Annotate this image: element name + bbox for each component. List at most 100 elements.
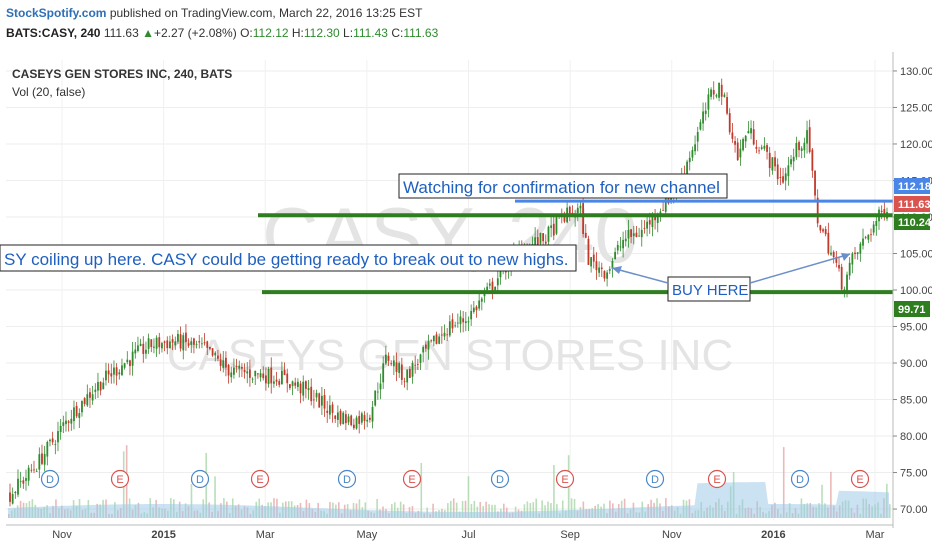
- low-value: 111.43: [353, 26, 388, 40]
- candle-body: [344, 414, 347, 424]
- candle-body: [542, 233, 545, 242]
- candle-body: [257, 373, 259, 375]
- price-tick-label: 130.00: [900, 66, 932, 78]
- candle-body: [718, 82, 720, 98]
- candle-body: [835, 256, 838, 263]
- candle-body: [219, 359, 222, 366]
- candle-body: [544, 241, 547, 244]
- candle-body: [14, 491, 17, 494]
- candle-body: [664, 194, 667, 212]
- candle-body: [206, 341, 209, 348]
- candle-body: [366, 419, 369, 422]
- earnings-marker-icon: [850, 469, 870, 489]
- candle-body: [153, 346, 155, 348]
- open-label: O:: [240, 26, 253, 40]
- candle-body: [595, 261, 598, 271]
- time-tick-label: May: [356, 529, 377, 541]
- candle-body: [875, 220, 878, 226]
- candle-body: [182, 335, 185, 351]
- volume-bar: [393, 502, 396, 518]
- candle-body: [587, 238, 590, 265]
- coiling-box[interactable]: [0, 244, 577, 272]
- candle-body: [742, 138, 744, 151]
- candle-body: [635, 232, 638, 238]
- earnings-marker-icon: [250, 469, 270, 489]
- candle-body: [427, 341, 430, 350]
- candle-body: [262, 373, 265, 379]
- close-value: 111.63: [403, 26, 439, 40]
- last-price: 111.63: [103, 26, 139, 40]
- buy-box[interactable]: [667, 276, 751, 302]
- candle-body: [619, 246, 622, 248]
- candle-body: [227, 364, 230, 376]
- triangle-up-icon: ▲: [142, 26, 154, 40]
- candle-body: [259, 373, 262, 378]
- candle-body: [798, 142, 800, 151]
- volume-bar: [464, 500, 467, 518]
- buy-arrow-left: [611, 267, 669, 284]
- candle-body: [584, 232, 587, 238]
- time-axis[interactable]: Nov 2015 Mar May Jul Sep Nov 2016 Mar: [6, 524, 893, 541]
- chart-title: CASEYS GEN STORES INC, 240, BATS: [12, 67, 232, 81]
- candle-body: [347, 416, 350, 423]
- candle-body: [550, 225, 553, 228]
- candle-body: [811, 149, 814, 171]
- candle-body: [430, 340, 433, 342]
- candle-body: [163, 341, 166, 343]
- candle-body: [600, 267, 603, 270]
- candle-body: [272, 381, 275, 384]
- candle-body: [696, 131, 699, 142]
- candle-body: [646, 221, 648, 229]
- candle-body: [195, 344, 198, 345]
- candle-body: [739, 148, 742, 158]
- earnings-marker-icon: [707, 469, 727, 489]
- publish-line: StockSpotify.com published on TradingVie…: [6, 6, 422, 20]
- candle-body: [384, 354, 387, 364]
- candle-body: [870, 234, 872, 236]
- candle-body: [291, 381, 294, 387]
- candle-body: [443, 332, 446, 337]
- low-label: L:: [343, 26, 354, 40]
- candle-body: [265, 375, 267, 384]
- candle-body: [472, 307, 475, 312]
- candle-body: [435, 334, 438, 344]
- candle-body: [603, 271, 606, 279]
- candle-body: [78, 413, 81, 418]
- volume-bar: [473, 500, 476, 518]
- candle-body: [123, 363, 126, 368]
- candle-body: [187, 343, 190, 346]
- time-tick-label: Mar: [256, 529, 275, 541]
- candle-body: [336, 412, 339, 420]
- event-marker-label: E: [256, 474, 263, 486]
- candle-body: [376, 391, 379, 393]
- volume-bar: [376, 498, 378, 518]
- candle-body: [867, 234, 870, 240]
- price-tag-box: [894, 178, 930, 194]
- candle-body: [819, 225, 822, 231]
- watching-box[interactable]: [398, 173, 728, 199]
- candle-body: [576, 207, 579, 213]
- candle-body: [448, 321, 451, 336]
- candle-body: [241, 366, 243, 369]
- candle-body: [81, 400, 83, 413]
- candle-body: [331, 404, 334, 413]
- candle-body: [808, 127, 811, 153]
- candle-body: [598, 267, 601, 273]
- candle-body: [299, 383, 302, 394]
- candle-body: [392, 360, 395, 367]
- event-marker-label: D: [796, 474, 804, 486]
- candle-body: [57, 431, 59, 443]
- candle-body: [352, 424, 355, 429]
- candle-body: [342, 412, 345, 425]
- candle-body: [854, 252, 856, 255]
- candle-body: [454, 325, 457, 327]
- volume-bar: [467, 476, 470, 518]
- annotations[interactable]: Watching for confirmation for new channe…: [0, 173, 851, 302]
- volume-bar: [485, 501, 487, 518]
- candle-body: [211, 348, 214, 356]
- close-label: C:: [391, 26, 404, 40]
- brand-link[interactable]: StockSpotify.com: [6, 6, 107, 20]
- volume-bar: [523, 504, 526, 518]
